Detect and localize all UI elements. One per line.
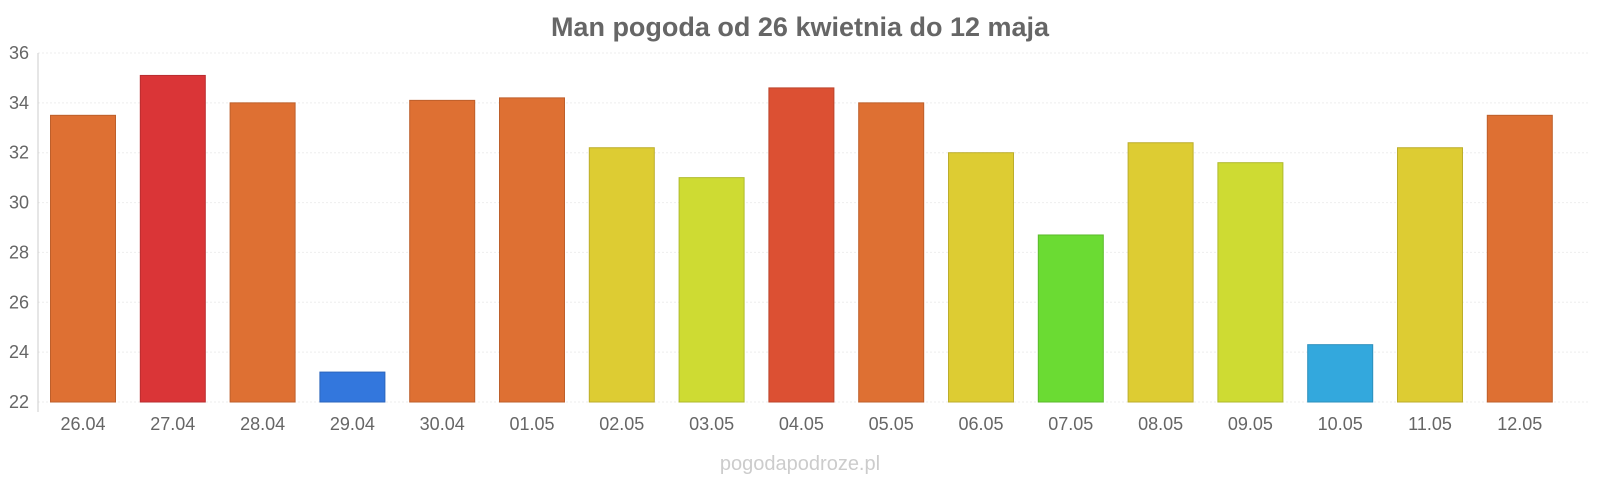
x-tick-label: 01.05 <box>509 414 554 434</box>
bars <box>50 74 1553 403</box>
y-tick-label: 26 <box>9 292 29 312</box>
bar-05.05 <box>858 102 925 403</box>
bar-04.05 <box>768 87 835 403</box>
bar-12.05 <box>1486 114 1553 403</box>
x-tick-label: 29.04 <box>330 414 375 434</box>
x-tick-label: 27.04 <box>150 414 195 434</box>
bar-02.05 <box>588 147 655 403</box>
bar-29.04 <box>319 371 386 403</box>
y-tick-label: 36 <box>9 43 29 63</box>
x-tick-label: 09.05 <box>1228 414 1273 434</box>
x-tick-label: 28.04 <box>240 414 285 434</box>
x-tick-label: 12.05 <box>1497 414 1542 434</box>
bar-08.05 <box>1127 142 1194 403</box>
y-tick-label: 22 <box>9 392 29 412</box>
x-tick-label: 10.05 <box>1318 414 1363 434</box>
bar-03.05 <box>678 177 745 403</box>
bar-28.04 <box>229 102 296 403</box>
x-tick-label: 06.05 <box>958 414 1003 434</box>
y-tick-label: 32 <box>9 143 29 163</box>
x-tick-label: 05.05 <box>869 414 914 434</box>
y-axis-ticks: 22 24 26 28 30 32 34 36 <box>9 43 29 412</box>
y-tick-label: 34 <box>9 93 29 113</box>
bar-06.05 <box>948 152 1014 403</box>
x-axis-ticks: 26.04 27.04 28.04 29.04 30.04 01.05 02.05 03.05… <box>60 414 1542 434</box>
bar-26.04 <box>50 114 116 403</box>
x-tick-label: 26.04 <box>60 414 105 434</box>
bar-10.05 <box>1307 344 1374 403</box>
y-tick-label: 28 <box>9 242 29 262</box>
chart-title: Man pogoda od 26 kwietnia do 12 maja <box>551 12 1050 42</box>
x-tick-label: 30.04 <box>420 414 465 434</box>
y-tick-label: 24 <box>9 342 29 362</box>
x-tick-label: 07.05 <box>1048 414 1093 434</box>
x-tick-label: 04.05 <box>779 414 824 434</box>
bar-07.05 <box>1037 234 1104 403</box>
bar-30.04 <box>409 99 476 403</box>
x-tick-label: 02.05 <box>599 414 644 434</box>
credit-text: pogodapodroze.pl <box>720 453 880 475</box>
bar-01.05 <box>499 97 565 403</box>
x-tick-label: 11.05 <box>1408 414 1452 434</box>
bar-11.05 <box>1397 147 1463 403</box>
bar-09.05 <box>1217 162 1284 403</box>
y-tick-label: 30 <box>9 193 29 213</box>
x-tick-label: 03.05 <box>689 414 734 434</box>
bar-27.04 <box>139 74 206 403</box>
x-tick-label: 08.05 <box>1138 414 1183 434</box>
